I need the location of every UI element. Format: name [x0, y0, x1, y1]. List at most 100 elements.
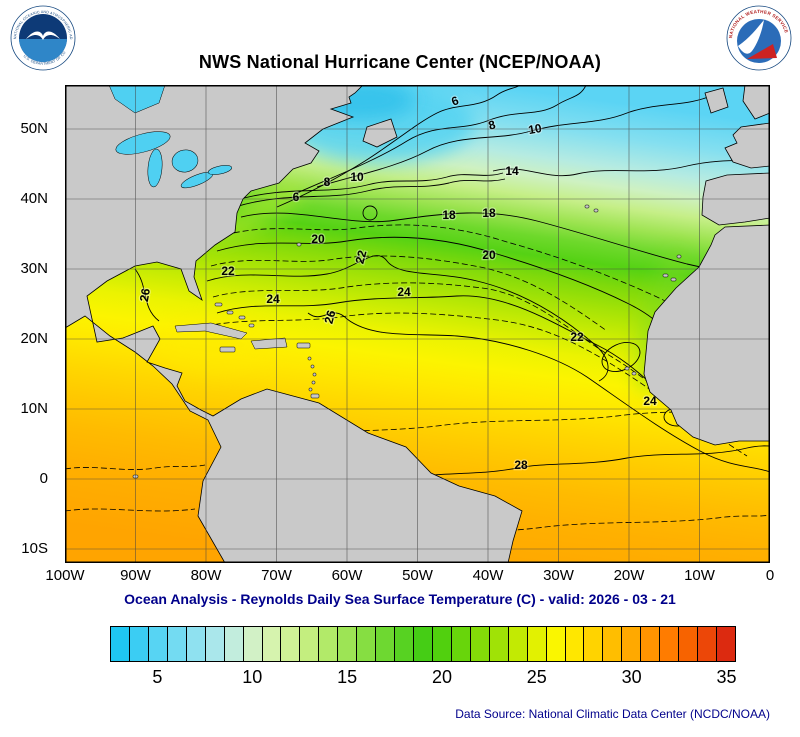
contour-label: 22 — [570, 330, 584, 344]
lon-label: 80W — [190, 567, 222, 584]
lat-label: 20N — [20, 330, 48, 347]
colorbar-cell — [319, 627, 339, 661]
colorbar-tick-label: 30 — [621, 667, 642, 687]
lake-michigan — [147, 148, 163, 188]
hudson-bay — [108, 85, 166, 114]
colorbar-cell — [508, 627, 528, 661]
colorbar-cell — [489, 627, 509, 661]
canary-islands — [670, 277, 677, 282]
azores — [593, 208, 599, 213]
colorbar-cell — [527, 627, 547, 661]
lon-label: 50W — [402, 567, 433, 584]
colorbar-cell — [546, 627, 566, 661]
colorbar-cell — [262, 627, 282, 661]
lesser-antilles — [308, 387, 313, 392]
bahamas — [226, 310, 234, 315]
contour-label: 24 — [397, 285, 411, 299]
colorbar-cell — [414, 627, 433, 661]
colorbar-tick-label: 5 — [152, 667, 163, 687]
nws-logo: NATIONAL WEATHER SERVICE — [726, 5, 792, 76]
bahamas — [214, 302, 223, 307]
colorbar-cell — [357, 627, 377, 661]
page-title: NWS National Hurricane Center (NCEP/NOAA… — [198, 52, 602, 72]
colorbar-cell — [584, 627, 604, 661]
lon-label: 100W — [45, 567, 85, 584]
colorbar-cell — [470, 627, 490, 661]
contour-label: 18 — [482, 206, 496, 220]
sst-map-canvas: 6 8 10 6 8 10 14 18 18 20 20 22 22 22 20… — [65, 85, 770, 563]
contour-label: 24 — [643, 394, 657, 408]
colorbar-cell — [660, 627, 680, 661]
contour-label: 22 — [221, 264, 235, 278]
lake-superior — [115, 131, 171, 155]
cape-verde — [631, 371, 637, 376]
azores — [584, 204, 590, 209]
contour-label: 8 — [324, 175, 331, 189]
lon-label: 30W — [543, 567, 574, 584]
nws-logo-icon: NATIONAL WEATHER SERVICE — [726, 5, 792, 71]
map-subtitle: Ocean Analysis - Reynolds Daily Sea Surf… — [124, 591, 676, 607]
island-madeira — [676, 254, 682, 259]
island-jamaica — [219, 346, 236, 353]
colorbar-cell — [129, 627, 149, 661]
colorbar-cell — [432, 627, 452, 661]
colorbar-cell — [717, 627, 735, 661]
colorbar-cell — [186, 627, 206, 661]
lat-label: 10S — [21, 540, 48, 557]
colorbar — [110, 626, 736, 662]
nws-flag-icon — [747, 44, 777, 59]
colorbar-cell — [300, 627, 320, 661]
lon-label: 60W — [331, 567, 363, 584]
contour-label: 18 — [442, 208, 456, 222]
contour-label: 14 — [505, 164, 519, 178]
sst-map: 6 8 10 6 8 10 14 18 18 20 20 22 22 22 20… — [65, 85, 770, 563]
contour-label: 20 — [482, 248, 496, 262]
land-ireland — [704, 87, 729, 114]
colorbar-cell — [243, 627, 263, 661]
colorbar-cell — [111, 627, 130, 661]
cape-verde — [624, 366, 630, 371]
colorbar-cell — [679, 627, 699, 661]
seagull-icon — [26, 31, 60, 40]
lon-label: 10W — [684, 567, 715, 584]
noaa-logo: NATIONAL OCEANIC AND ATMOSPHERIC ADMINIS… — [10, 5, 76, 76]
colorbar-cell — [224, 627, 244, 661]
colorbar-cell — [451, 627, 471, 661]
colorbar-cell — [281, 627, 301, 661]
latitude-axis: 50N 40N 30N 20N 10N 0 10S — [0, 85, 58, 563]
colorbar-tick-label: 35 — [716, 667, 737, 687]
lesser-antilles — [307, 356, 312, 361]
land-france — [724, 122, 770, 169]
colorbar-cell — [603, 627, 623, 661]
contour-label: 22 — [353, 248, 370, 265]
island-bermuda — [296, 242, 302, 247]
bahamas — [238, 315, 246, 320]
land-africa — [643, 224, 770, 446]
colorbar-tick-label: 15 — [337, 667, 358, 687]
land-england — [742, 85, 770, 120]
colorbar-tick-label: 10 — [242, 667, 263, 687]
noaa-logo-icon: NATIONAL OCEANIC AND ATMOSPHERIC ADMINIS… — [10, 5, 76, 71]
colorbar-cell — [565, 627, 585, 661]
colorbar-cell — [205, 627, 225, 661]
colorbar-cell — [338, 627, 358, 661]
lat-label: 40N — [20, 190, 48, 207]
bahamas — [248, 323, 255, 328]
land-newfoundland — [362, 118, 398, 148]
lat-label: 0 — [39, 470, 48, 487]
land-americas — [65, 85, 523, 563]
lesser-antilles — [312, 372, 317, 377]
contour-label: 26 — [322, 308, 339, 325]
lon-label: 40W — [472, 567, 504, 584]
contour-label: 20 — [311, 232, 325, 246]
lon-label: 0 — [765, 567, 775, 584]
longitude-axis: 100W 90W 80W 70W 60W 50W 40W 30W 20W 10W 0 — [45, 567, 774, 587]
contour-label: 10 — [350, 170, 364, 184]
colorbar-cell — [167, 627, 187, 661]
lon-label: 20W — [613, 567, 645, 584]
lat-label: 50N — [20, 120, 48, 137]
island-puerto-rico — [296, 342, 311, 349]
lon-label: 90W — [120, 567, 151, 584]
canary-islands — [662, 273, 669, 278]
